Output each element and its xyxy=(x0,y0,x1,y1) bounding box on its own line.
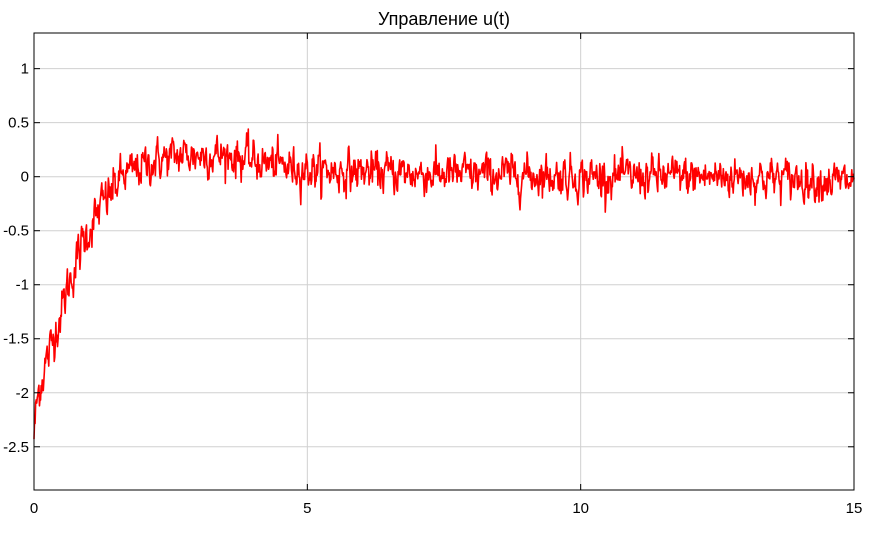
series-line xyxy=(33,128,855,440)
y-tick-label: -0.5 xyxy=(3,223,29,240)
plot-area xyxy=(34,33,854,490)
x-tick-label: 15 xyxy=(846,500,863,517)
y-tick-label: -1 xyxy=(16,277,29,294)
y-tick-label: -2.5 xyxy=(3,439,29,456)
x-tick-label: 0 xyxy=(30,500,38,517)
x-tick-label: 5 xyxy=(303,500,311,517)
y-tick-label: 1 xyxy=(21,61,29,78)
ticks: 0 5 10 15 -2.5 -2 -1.5 -1 -0.5 0 0.5 1 xyxy=(3,33,862,517)
chart-title: Управление u(t) xyxy=(378,9,510,29)
series-layer xyxy=(33,128,855,440)
y-tick-label: 0.5 xyxy=(8,115,29,132)
y-tick-label: -2 xyxy=(16,385,29,402)
y-tick-label: 0 xyxy=(21,169,29,186)
grid xyxy=(34,33,854,490)
x-tick-label: 10 xyxy=(572,500,589,517)
y-tick-label: -1.5 xyxy=(3,331,29,348)
plot-frame xyxy=(33,32,855,491)
